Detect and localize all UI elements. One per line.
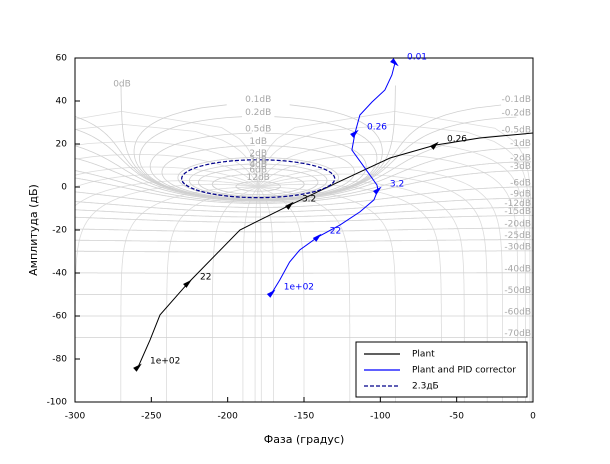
grid-label: -3dB xyxy=(510,162,531,172)
x-tick-label: -300 xyxy=(65,412,86,422)
y-tick-label: 40 xyxy=(56,97,68,107)
freq-label: 22 xyxy=(330,227,341,237)
freq-label: 0.01 xyxy=(407,52,427,62)
grid-label: -6dB xyxy=(510,178,531,188)
grid-label: -20dB xyxy=(504,220,531,230)
grid-label: 0dB xyxy=(113,79,131,89)
freq-label: 22 xyxy=(200,273,211,283)
grid-label: 1dB xyxy=(249,137,267,147)
y-tick-label: -60 xyxy=(52,312,67,322)
grid-label: -0.5dB xyxy=(502,126,531,136)
legend-label: 2.3дБ xyxy=(412,382,439,392)
freq-label: 1e+02 xyxy=(150,356,180,366)
x-tick-label: -150 xyxy=(294,412,315,422)
x-tick-label: -100 xyxy=(370,412,391,422)
x-axis-label: Фаза (градус) xyxy=(264,433,345,446)
grid-label: -0.1dB xyxy=(502,95,531,105)
grid-label: -40dB xyxy=(504,264,531,274)
y-tick-label: 20 xyxy=(56,140,68,150)
grid-label: -60dB xyxy=(504,307,531,317)
x-tick-label: -50 xyxy=(449,412,464,422)
y-tick-label: -20 xyxy=(52,226,67,236)
grid-label: 0.5dB xyxy=(245,125,271,135)
y-tick-label: -80 xyxy=(52,355,67,365)
grid-label: 0.2dB xyxy=(245,108,271,118)
grid-label: 0.1dB xyxy=(245,95,271,105)
y-tick-label: 60 xyxy=(56,54,68,64)
grid-label: 12dB xyxy=(247,173,270,183)
x-tick-label: -200 xyxy=(217,412,238,422)
grid-label: -70dB xyxy=(504,329,531,339)
grid-label: -25dB xyxy=(504,231,531,241)
freq-label: 3.2 xyxy=(302,195,316,205)
y-axis-label: Амплитуда (дБ) xyxy=(27,184,40,276)
legend-label: Plant and PID corrector xyxy=(412,366,516,376)
y-tick-label: -100 xyxy=(47,398,68,408)
grid-label: -15dB xyxy=(504,207,531,217)
freq-label: 3.2 xyxy=(390,180,404,190)
freq-label: 0.26 xyxy=(367,123,387,133)
grid-label: -0.2dB xyxy=(502,108,531,118)
y-tick-label: 0 xyxy=(61,183,67,193)
freq-label: 0.26 xyxy=(447,135,467,145)
legend-label: Plant xyxy=(412,350,435,360)
grid-label: -30dB xyxy=(504,242,531,252)
grid-label: -1dB xyxy=(510,139,531,149)
x-tick-label: -250 xyxy=(141,412,162,422)
freq-label: 1e+02 xyxy=(284,282,314,292)
x-tick-label: 0 xyxy=(530,412,536,422)
grid-label: -50dB xyxy=(504,286,531,296)
y-tick-label: -40 xyxy=(52,269,67,279)
